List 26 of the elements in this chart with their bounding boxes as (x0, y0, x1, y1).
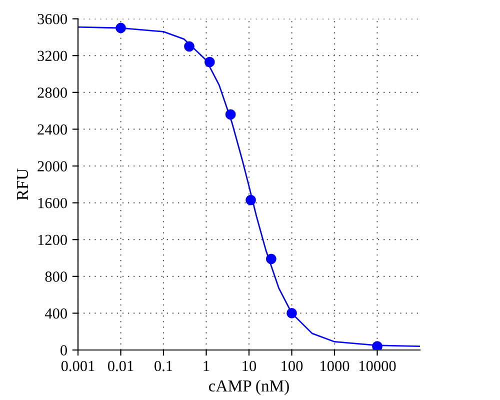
x-tick-label: 0.001 (61, 360, 94, 372)
x-tick-label: 1000 (320, 360, 350, 372)
x-tick-label: 10 (242, 360, 256, 372)
point (225, 109, 236, 120)
y-tick-label: 1200 (38, 234, 67, 246)
x-tick-label: 10000 (359, 360, 396, 372)
x-tick-label: 0.1 (154, 360, 172, 372)
point (184, 41, 194, 52)
y-tick-label: 3200 (38, 50, 67, 62)
y-tick-label: 2800 (38, 88, 67, 98)
x-tick-label: 0.01 (108, 360, 134, 372)
point (266, 254, 276, 264)
y-tick-label: 0 (60, 345, 67, 356)
y-tick-label: 3600 (38, 14, 67, 24)
y-tick-label: 1600 (38, 198, 67, 208)
y-tick-label: 800 (45, 272, 67, 282)
y-tick-label: 400 (44, 308, 67, 319)
point (204, 56, 215, 68)
x-tick-label: 100 (282, 360, 303, 372)
point (246, 194, 256, 206)
x-tick-label: 1 (204, 360, 210, 372)
y-axis-title: RFU (17, 168, 28, 200)
x-axis-title: cAMP (nM) (208, 380, 289, 395)
y-tick-label: 2000 (38, 161, 67, 172)
point (286, 308, 297, 318)
y-tick-label: 2400 (38, 124, 67, 135)
